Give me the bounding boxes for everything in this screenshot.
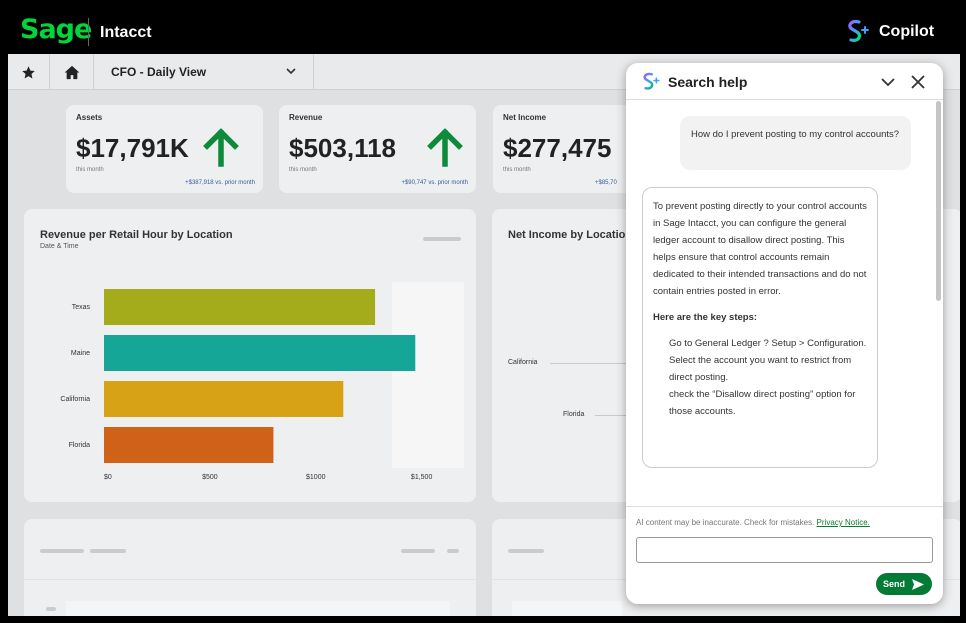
placeholder-card [24, 519, 476, 616]
dashboard-selector[interactable] [94, 54, 314, 90]
kpi-label: Assets [76, 113, 103, 122]
placeholder-block [66, 601, 450, 616]
collapse-chevron-icon[interactable] [881, 77, 895, 87]
panel-header: Search help [626, 63, 943, 100]
send-button[interactable]: Send [876, 573, 932, 595]
kpi-period: this month [503, 167, 531, 173]
disclaimer-text: AI content may be inaccurate. Check for … [636, 518, 815, 527]
placeholder-divider [24, 579, 476, 580]
netincome-label-california: California [508, 359, 538, 366]
x-tick-label: $0 [104, 474, 112, 481]
kpi-card-revenue[interactable]: Revenue $503,118 this month +$90,747 vs.… [279, 105, 476, 193]
bar-category-label: California [60, 396, 90, 403]
copilot-label: Copilot [879, 23, 935, 40]
kpi-value: $17,791K [76, 133, 189, 163]
assistant-intro: To prevent posting directly to your cont… [653, 201, 867, 297]
bar-texas[interactable] [104, 289, 376, 325]
chart-title: Net Income by Location [508, 229, 633, 241]
dashboard-title: CFO - Daily View [111, 65, 207, 79]
panel-footer: AI content may be inaccurate. Check for … [626, 506, 943, 604]
sage-logo[interactable]: Sage [20, 14, 92, 45]
chart-title: Revenue per Retail Hour by Location [40, 229, 233, 241]
bar-california[interactable] [104, 381, 344, 417]
netincome-line [550, 363, 630, 364]
arrow-up-icon [427, 128, 463, 167]
home-icon [64, 65, 79, 79]
top-bar: Sage Intacct Copilot [0, 0, 966, 54]
product-name: Intacct [100, 24, 152, 41]
chevron-down-icon [286, 68, 296, 75]
panel-title: Search help [668, 74, 748, 90]
star-icon [22, 65, 35, 78]
user-message: How do I prevent posting to my control a… [680, 116, 911, 170]
kpi-period: this month [289, 167, 317, 173]
assistant-step: Select the account you want to restrict … [669, 355, 852, 383]
kpi-period: this month [76, 167, 104, 173]
netincome-label-florida: Florida [563, 411, 585, 418]
placeholder-bar [40, 549, 84, 553]
placeholder-bar [447, 549, 459, 553]
placeholder-bar [90, 549, 126, 553]
favorite-button[interactable] [8, 54, 50, 90]
revenue-bar-chart: Texas Maine California Florida $0 $500 $1000 $1… [60, 282, 464, 481]
x-tick-label: $1,500 [411, 474, 433, 481]
send-label: Send [882, 579, 905, 589]
kpi-delta: +$85,70 [595, 180, 617, 186]
bar-maine[interactable] [104, 335, 416, 371]
send-icon [912, 578, 924, 590]
placeholder-block [512, 601, 622, 616]
kpi-delta: +$387,918 vs. prior month [185, 180, 255, 186]
placeholder-bar [401, 549, 435, 553]
chart-menu-handle[interactable] [423, 237, 461, 241]
copilot-button[interactable]: Copilot [845, 18, 934, 46]
copilot-icon [643, 72, 660, 90]
home-button[interactable] [50, 54, 94, 90]
bar-category-label: Texas [72, 304, 91, 311]
copilot-icon [848, 20, 869, 42]
kpi-card-assets[interactable]: Assets $17,791K this month +$387,918 vs.… [66, 105, 263, 193]
kpi-label: Net Income [503, 113, 547, 122]
privacy-notice-link[interactable]: Privacy Notice. [816, 518, 870, 527]
assistant-steps-heading: Here are the key steps: [653, 312, 758, 323]
ai-disclaimer: AI content may be inaccurate. Check for … [636, 518, 870, 527]
kpi-value: $277,475 [503, 133, 612, 163]
scrollbar-thumb[interactable] [936, 101, 941, 301]
x-tick-label: $1000 [306, 474, 326, 481]
kpi-delta: +$90,747 vs. prior month [401, 180, 468, 186]
kpi-label: Revenue [289, 113, 323, 122]
assistant-step: check the “Disallow direct posting” opti… [669, 389, 856, 417]
bar-florida[interactable] [104, 427, 274, 463]
chart-band [392, 282, 464, 468]
chart-subtitle: Date & Time [40, 243, 79, 250]
copilot-panel: Search help How do I prevent posting to … [626, 63, 943, 604]
assistant-steps: Go to General Ledger ? Setup > Configura… [653, 335, 867, 420]
bar-category-label: Maine [71, 350, 90, 357]
message-input[interactable] [636, 537, 933, 563]
logo-divider [88, 18, 89, 46]
bar-category-label: Florida [69, 442, 91, 449]
arrow-up-icon [203, 128, 239, 167]
chart-card-revenue[interactable]: Revenue per Retail Hour by Location Date… [24, 209, 476, 502]
close-icon[interactable] [911, 75, 925, 89]
placeholder-bar [46, 607, 56, 611]
kpi-value: $503,118 [289, 133, 397, 163]
conversation[interactable]: How do I prevent posting to my control a… [626, 100, 943, 506]
x-tick-label: $500 [202, 474, 218, 481]
assistant-message: To prevent posting directly to your cont… [642, 187, 878, 468]
assistant-step: Go to General Ledger ? Setup > Configura… [669, 338, 867, 349]
netincome-line [595, 415, 635, 416]
placeholder-bar [508, 549, 544, 553]
